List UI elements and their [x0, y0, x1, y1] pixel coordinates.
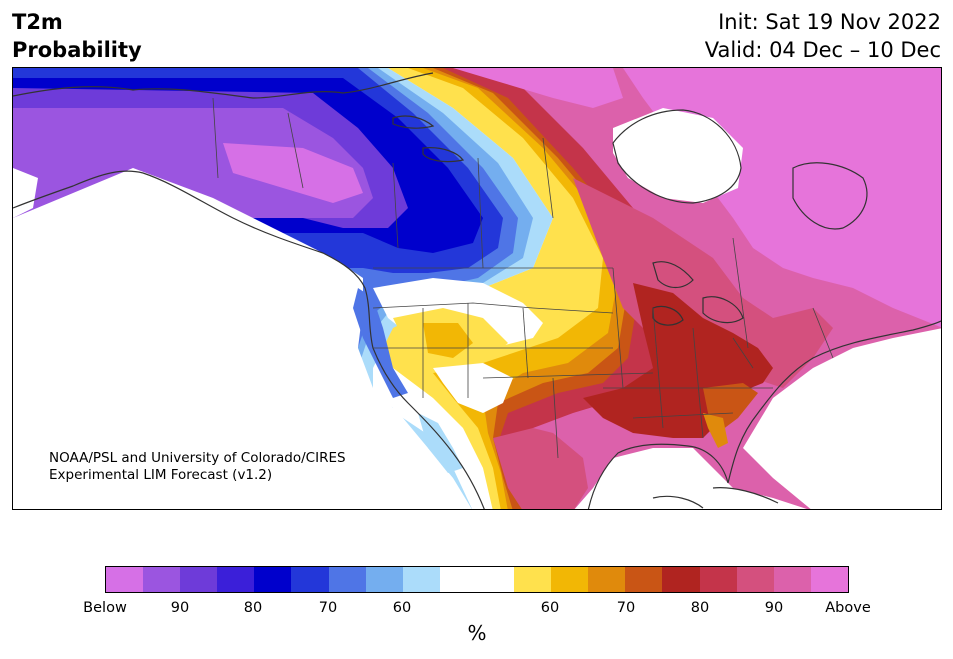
credit-line-2: Experimental LIM Forecast (v1.2) — [49, 467, 273, 483]
sw-light-blue — [418, 413, 463, 473]
credit-text: NOAA/PSL and University of Colorado/CIRE… — [49, 450, 346, 484]
map-title: T2m Probability — [12, 8, 142, 64]
colorbar-tick-label: 70 — [616, 600, 636, 616]
colorbar-segment — [291, 567, 329, 592]
colorbar-segment — [662, 567, 700, 592]
colorbar-segment — [514, 567, 552, 592]
above-zone-texas-pink — [493, 428, 588, 509]
colorbar-segment — [810, 567, 848, 592]
colorbar-segment — [551, 567, 589, 592]
above-zone-canada-magenta-2 — [453, 68, 623, 108]
colorbar-segment — [180, 567, 218, 592]
colorbar-segment — [106, 567, 144, 592]
colorbar-segment — [736, 567, 774, 592]
probability-map — [12, 67, 942, 510]
colorbar-segment — [328, 567, 366, 592]
colorbar-segment — [699, 567, 737, 592]
sw-blue-coast — [353, 288, 408, 398]
colorbar-tick-label: 80 — [243, 600, 263, 616]
plains-gold — [423, 323, 473, 358]
colorbar-tick-label: 80 — [690, 600, 710, 616]
colorbar-tick-label: 60 — [540, 600, 560, 616]
hudson-bay — [613, 108, 743, 203]
valid-date: Valid: 04 Dec – 10 Dec — [704, 38, 941, 62]
colorbar-tick-label: 60 — [392, 600, 412, 616]
colorbar-units: % — [467, 621, 487, 645]
colorbar-tick-label: 70 — [318, 600, 338, 616]
colorbar-segment — [254, 567, 292, 592]
colorbar-segment — [365, 567, 403, 592]
political-borders — [212, 97, 834, 459]
colorbar-segment — [625, 567, 663, 592]
map-canvas — [13, 68, 941, 509]
colorbar-segment — [402, 567, 440, 592]
subtitle-label: Probability — [12, 38, 142, 62]
above-zone-80 — [573, 178, 833, 388]
colorbar-tick-label: Above — [825, 600, 871, 616]
colorbar-tick-label: 90 — [764, 600, 784, 616]
southwest-white — [433, 363, 513, 413]
colorbar-segment — [143, 567, 181, 592]
forecast-dates: Init: Sat 19 Nov 2022 Valid: 04 Dec – 10… — [705, 8, 941, 64]
colorbar-segment — [476, 567, 515, 592]
credit-line-1: NOAA/PSL and University of Colorado/CIRE… — [49, 450, 346, 466]
init-date: Init: Sat 19 Nov 2022 — [718, 10, 941, 34]
atlantic-ocean — [743, 328, 941, 509]
coastlines — [13, 72, 941, 509]
gulf-ocean — [574, 448, 807, 509]
colorbar-segment — [217, 567, 255, 592]
colorbar-tick-label: Below — [83, 600, 127, 616]
colorbar-tick-label: 90 — [170, 600, 190, 616]
colorbar — [105, 566, 849, 593]
colorbar-segment — [588, 567, 626, 592]
variable-label: T2m — [12, 10, 63, 34]
below-zone-extreme — [223, 143, 363, 203]
pacific-ocean — [13, 168, 472, 509]
colorbar-segment — [439, 567, 477, 592]
above-zone-florida — [703, 413, 728, 448]
colorbar-segment — [773, 567, 811, 592]
